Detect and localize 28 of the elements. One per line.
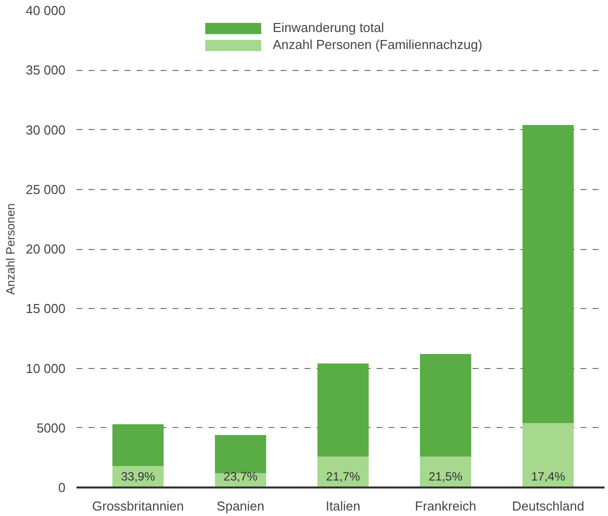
legend-label: Anzahl Personen (Familiennachzug) <box>272 37 482 52</box>
y-tick-label: 25 000 <box>26 182 66 197</box>
annotation: 23,7% <box>224 470 258 484</box>
annotation: 17,4% <box>531 470 566 484</box>
bar <box>522 423 574 488</box>
legend-label: Einwanderung total <box>272 20 384 35</box>
bar <box>522 124 574 424</box>
y-axis-title: Anzahl Personen <box>4 203 18 295</box>
x-tick-label: Spanien <box>216 498 264 514</box>
annotation: 33,9% <box>121 470 156 484</box>
x-tick-label: Frankreich <box>414 498 476 514</box>
y-tick-label: 35 000 <box>26 62 66 78</box>
bar <box>214 435 266 474</box>
y-tick-label: 40 000 <box>26 3 66 18</box>
x-tick-label: Deutschland <box>512 498 584 514</box>
y-tick-label: 15 000 <box>26 301 66 316</box>
annotation: 21,5% <box>428 470 463 484</box>
y-tick-label: 20 000 <box>26 242 66 256</box>
x-tick-label: Grossbritannien <box>92 498 184 514</box>
y-tick-label: 0 <box>58 480 66 495</box>
y-tick-label: 10 000 <box>26 360 66 376</box>
x-tick-label: Italien <box>326 498 360 514</box>
bar <box>317 363 369 456</box>
y-tick-label: 30 000 <box>26 122 66 138</box>
y-tick-label: 5000 <box>36 420 66 436</box>
bar <box>420 354 472 456</box>
annotation: 21,7% <box>326 470 360 484</box>
bar <box>112 424 164 466</box>
